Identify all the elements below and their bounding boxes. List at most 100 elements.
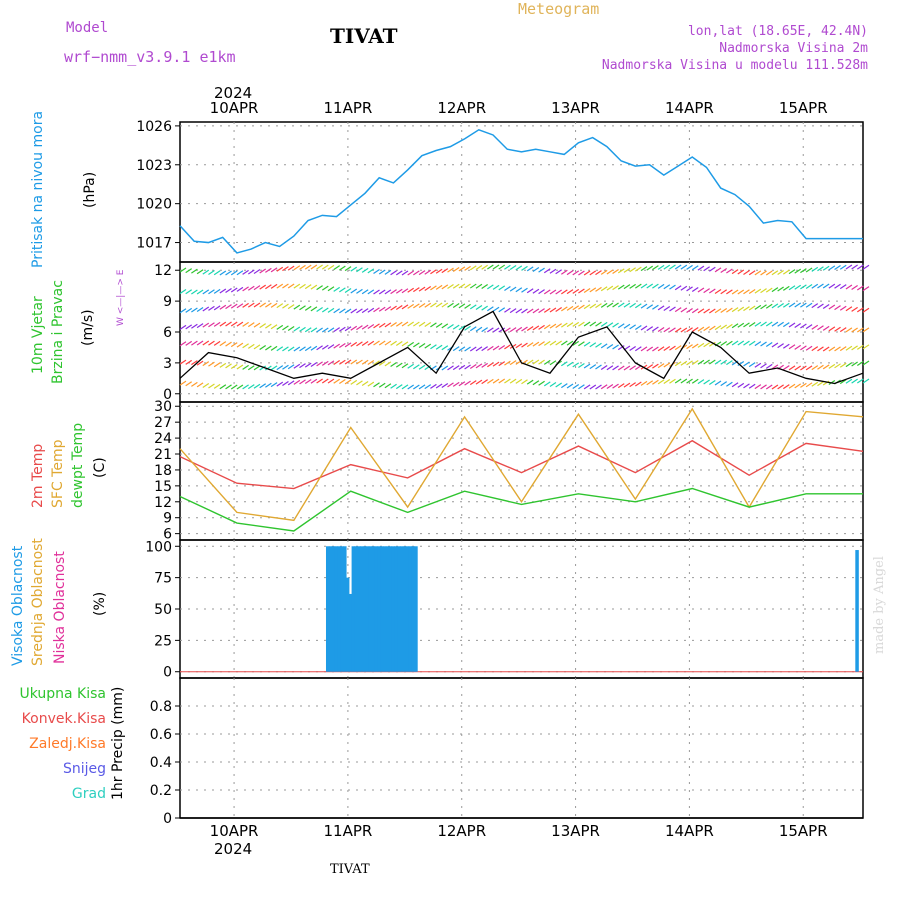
wind-vector (270, 283, 278, 289)
wind-vector (606, 302, 614, 308)
wind-vector (384, 322, 392, 328)
wind-vector (333, 378, 341, 384)
wind-vector (686, 307, 693, 313)
wind-vector (845, 327, 853, 333)
wind-vector (811, 324, 819, 330)
wind-vector (635, 266, 642, 272)
wind-vector (839, 346, 847, 352)
wind-vector (213, 340, 221, 346)
wind-vector (617, 323, 625, 329)
wind-vector (595, 342, 602, 348)
wind-vector (640, 266, 648, 272)
wind-vector (361, 308, 369, 314)
wind-vector (828, 265, 836, 271)
wind-vector (646, 265, 654, 271)
wind-vector (731, 323, 739, 329)
wind-vector (566, 361, 574, 367)
wind-vector (606, 285, 614, 291)
wind-vector (259, 365, 267, 371)
wind-vector (600, 384, 608, 390)
wind-vector (566, 270, 574, 276)
cloud-bar (402, 546, 407, 672)
wind-vector (361, 359, 369, 365)
wind-vector (862, 286, 870, 292)
wind-vector (378, 289, 386, 295)
wind-vector (828, 304, 836, 310)
wind-vector (430, 344, 437, 350)
wind-vector (805, 365, 813, 371)
wind-vector (384, 361, 392, 367)
wind-vector (356, 341, 363, 347)
x-tick-label-top: 12APR (437, 99, 486, 117)
wind-vector (242, 286, 249, 292)
wind-vector (230, 270, 238, 276)
wind-vector (612, 365, 619, 371)
wind-vector (179, 380, 187, 386)
wind-vector (270, 324, 278, 330)
wind-vector (196, 289, 204, 295)
wind-vector (817, 303, 824, 309)
wind-vector (401, 384, 409, 390)
wind-vector (646, 346, 654, 352)
wind-vector (418, 364, 426, 370)
wind-vector (208, 322, 215, 328)
wind-vector (441, 345, 449, 351)
wind-vector (822, 265, 830, 271)
wind-vector (339, 287, 346, 293)
wind-vector (697, 342, 705, 348)
wind-vector (583, 384, 591, 390)
wind-vector (646, 326, 654, 332)
wind-vector (743, 289, 750, 295)
wind-vector (208, 305, 215, 311)
wind-vector (822, 325, 830, 331)
wind-vector (777, 321, 784, 327)
wind-vector (225, 384, 232, 390)
wind-vector (612, 302, 619, 308)
wind-vector (754, 384, 762, 390)
wind-vector (526, 288, 534, 294)
wind-vector (856, 327, 864, 333)
wind-vector (782, 322, 790, 328)
x-tick-label-top: 15APR (779, 99, 828, 117)
wind-vector (652, 346, 659, 352)
wind-vector (817, 364, 824, 370)
wind-vector (185, 268, 193, 274)
wind-vector (407, 363, 414, 369)
wind-vector (652, 265, 659, 271)
wind-vector (646, 364, 654, 370)
wind-vector (350, 379, 358, 385)
wind-vector (703, 342, 710, 348)
wind-vector (310, 284, 318, 290)
wind-vector (561, 361, 568, 367)
wind-vector (469, 326, 477, 332)
wind-vector (737, 269, 745, 275)
wind-vector (413, 287, 420, 293)
wind-vector (748, 305, 756, 311)
wind-vector (247, 384, 255, 390)
wind-vector (771, 303, 779, 309)
wind-vector (828, 283, 836, 289)
wind-vector (196, 340, 204, 346)
wind-vector (265, 365, 272, 371)
wind-vector (458, 346, 466, 352)
wind-vector (418, 286, 426, 292)
y-tick-label: 0 (163, 665, 172, 681)
wind-vector (304, 264, 312, 270)
wind-vector (555, 306, 562, 312)
y-tick-label: 1026 (136, 119, 172, 135)
cloud-bar (371, 546, 376, 672)
wind-vector (373, 289, 380, 295)
wind-vector (253, 285, 261, 291)
wind-vector (509, 265, 517, 271)
wind-vector (526, 308, 534, 314)
wind-vector (765, 303, 773, 309)
wind-vector (418, 343, 426, 349)
wind-vector (640, 325, 648, 331)
wind-vector (401, 321, 409, 327)
wind-vector (731, 340, 739, 346)
wind-vector (538, 324, 545, 330)
wind-vector (481, 362, 488, 368)
wind-vector (822, 346, 830, 352)
wind-vector (726, 268, 733, 274)
wind-vector (344, 359, 352, 365)
